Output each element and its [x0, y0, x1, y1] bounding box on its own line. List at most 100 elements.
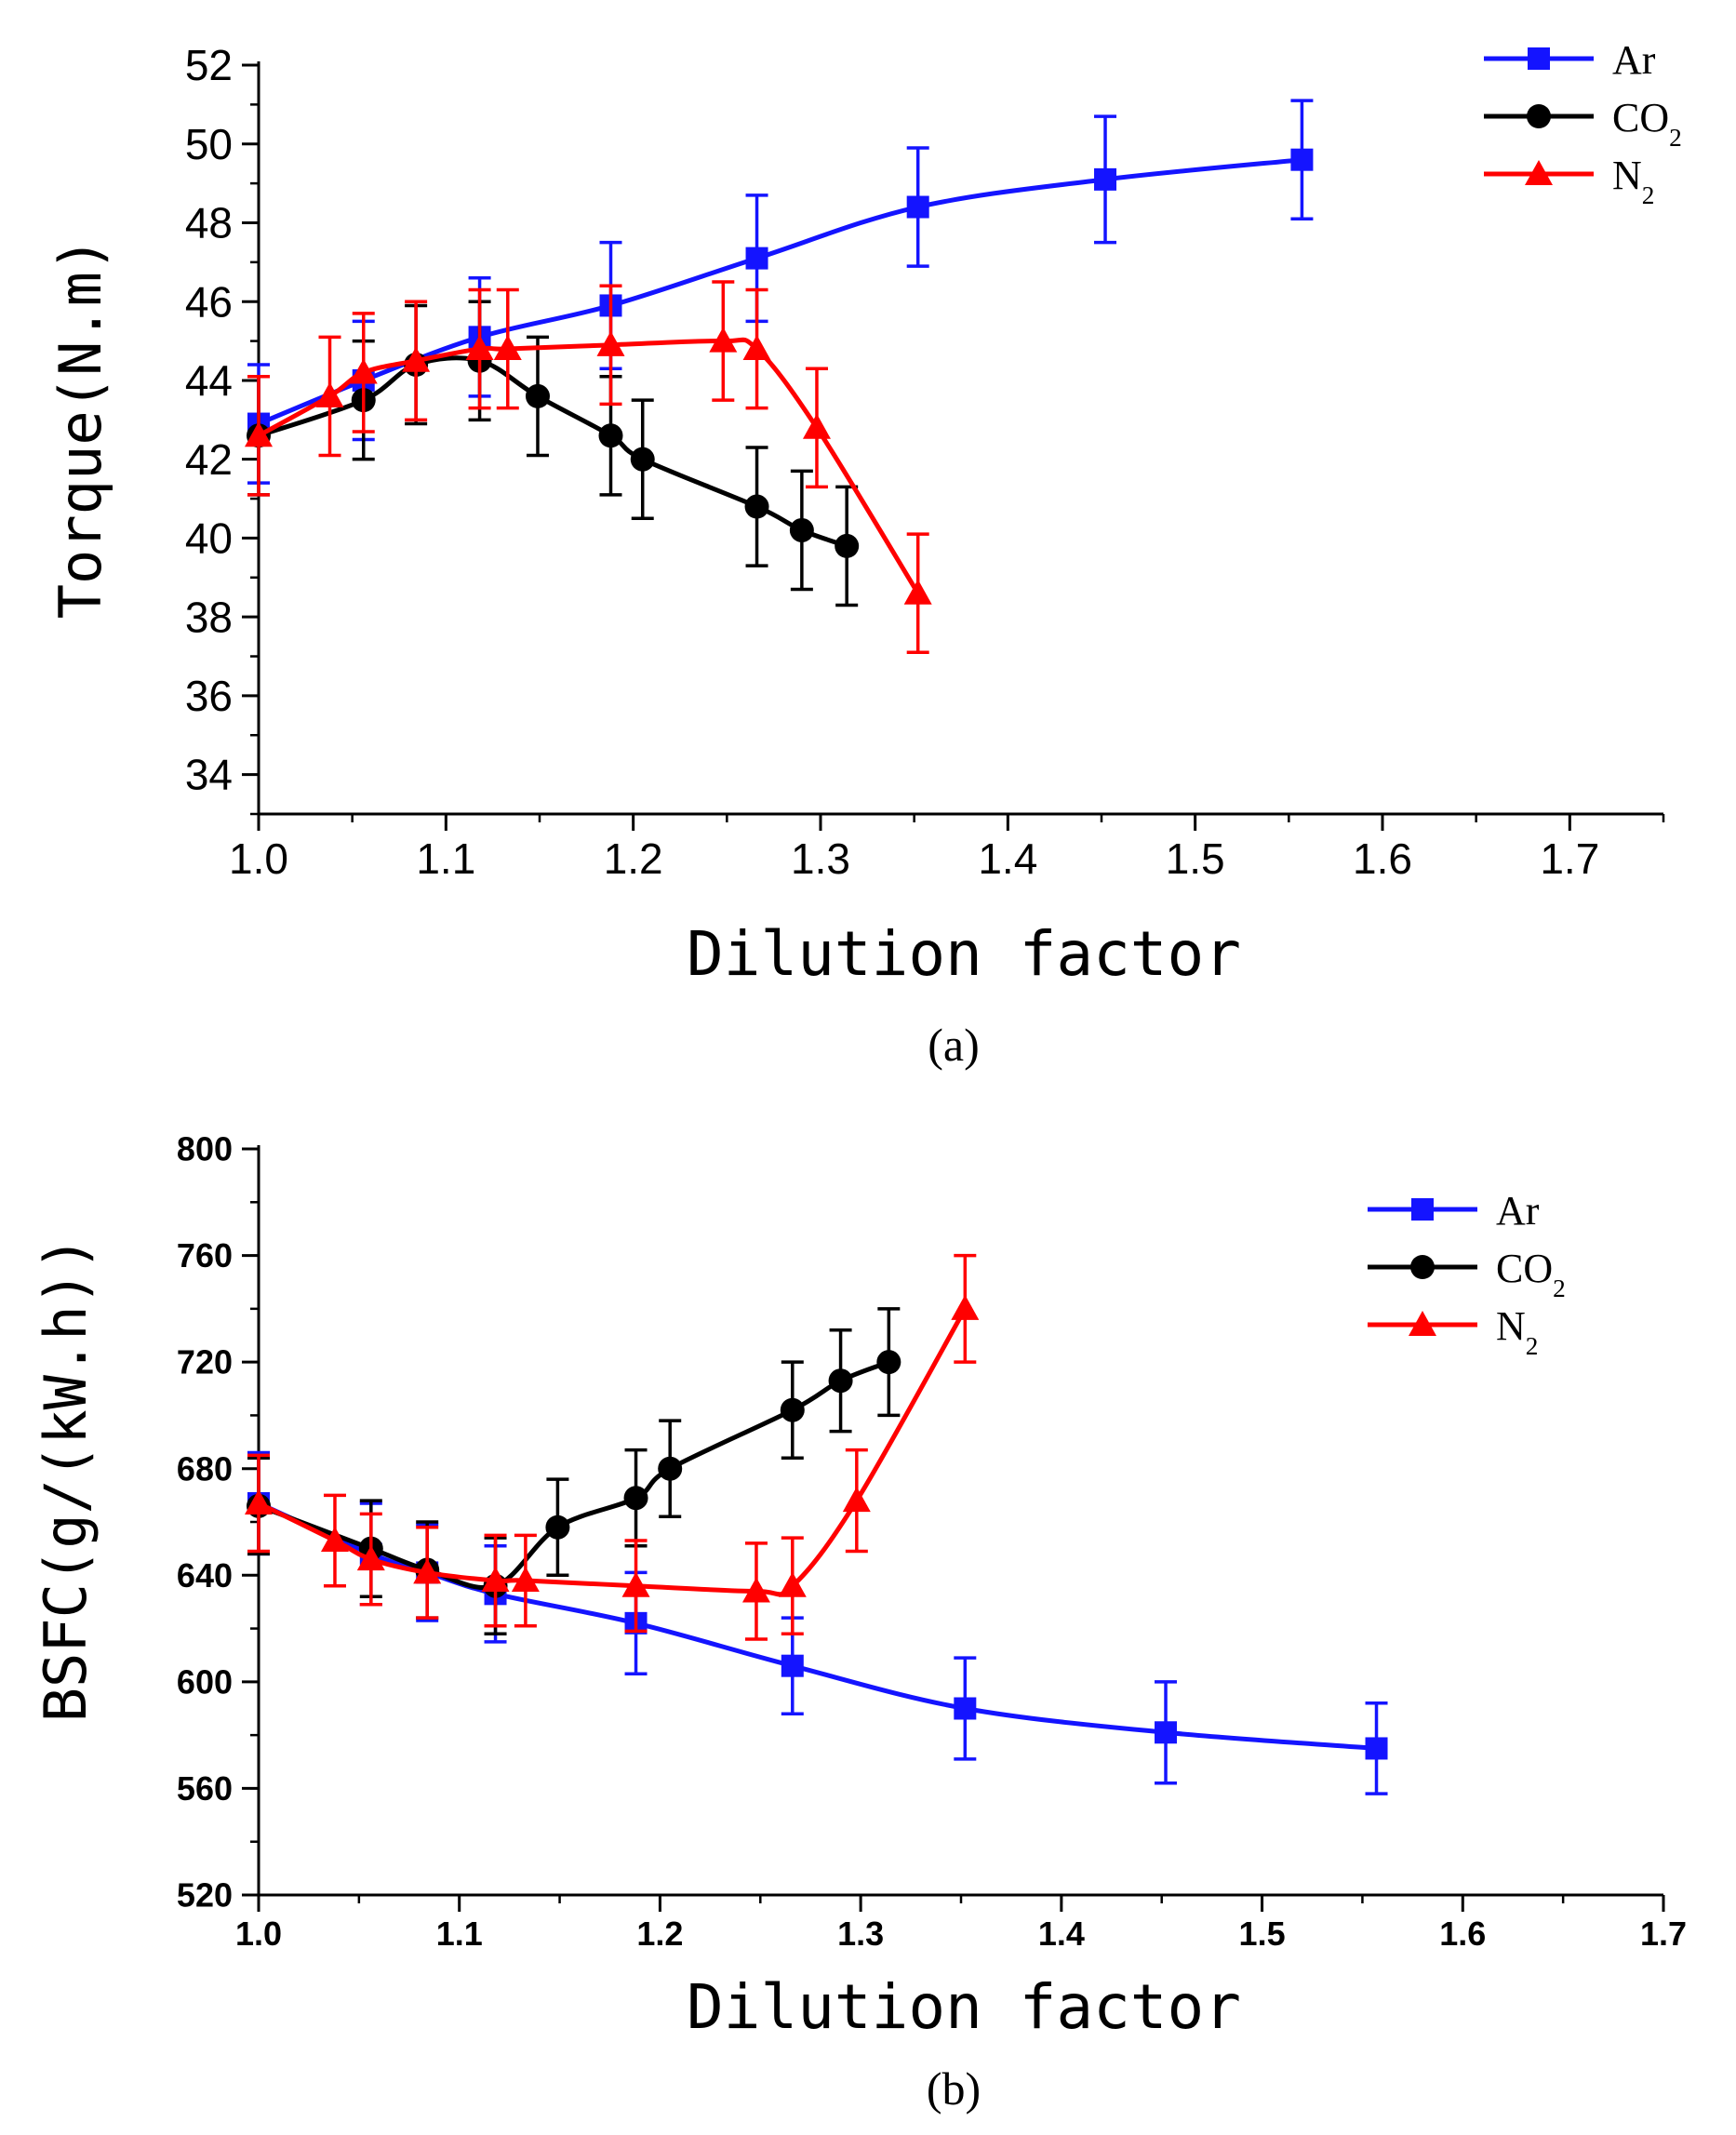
data-point-n2 [903, 579, 932, 605]
x-tick-label: 1.6 [1353, 834, 1412, 883]
legend-item-n2: N2 [1484, 153, 1654, 209]
data-point-co2 [545, 1515, 570, 1540]
data-point-n2 [951, 1294, 980, 1320]
x-tick-label: 1.2 [604, 834, 663, 883]
y-tick-label: 44 [185, 356, 233, 405]
chart-panel-b: 1.0 1.1 1.2 1.3 1.4 1.5 1.6 1.7 520 560 600 640 680 7… [32, 1130, 1687, 2115]
x-tick-label: 1.5 [1166, 834, 1225, 883]
data-point-n2 [315, 381, 344, 407]
data-point-co2 [658, 1456, 683, 1481]
data-point-ar [954, 1697, 977, 1720]
y-tick-label: 38 [185, 593, 233, 641]
panel-label-a: (a) [928, 1019, 980, 1071]
y-tick-label: 720 [177, 1343, 233, 1381]
legend-item-co2: CO2 [1484, 95, 1682, 152]
legend-item-ar: Ar [1484, 37, 1656, 83]
data-point-co2 [780, 1397, 805, 1422]
data-point-n2 [596, 330, 625, 356]
data-point-n2 [842, 1487, 871, 1513]
y-tick-label: 680 [177, 1449, 233, 1488]
y-tick-label: 600 [177, 1662, 233, 1701]
legend-marker-n2 [1525, 160, 1553, 185]
axes-a: 1.0 1.1 1.2 1.3 1.4 1.5 1.6 1.7 34 36 38 40 42 44 46 48… [185, 41, 1665, 883]
data-point-co2 [525, 383, 550, 408]
y-tick-label: 48 [185, 199, 233, 247]
x-tick-label: 1.0 [235, 1915, 282, 1953]
y-tick-label: 34 [185, 751, 233, 799]
data-point-co2 [835, 533, 860, 558]
x-tick-label: 1.7 [1640, 1915, 1687, 1953]
x-tick-label: 1.3 [791, 834, 850, 883]
series-n2-a [245, 280, 932, 655]
y-tick-label: 50 [185, 120, 233, 168]
legend-label: N2 [1612, 153, 1654, 209]
data-point-n2 [742, 335, 771, 361]
data-point-n2 [493, 335, 522, 361]
y-tick-label: 40 [185, 514, 233, 563]
data-point-n2 [402, 346, 431, 372]
data-point-n2 [511, 1567, 540, 1593]
data-point-n2 [481, 1567, 510, 1593]
legend-item-co2: CO2 [1368, 1246, 1566, 1302]
data-point-n2 [709, 327, 738, 353]
data-point-co2 [789, 517, 814, 542]
x-tick-label: 1.6 [1439, 1915, 1486, 1953]
data-point-ar [1365, 1737, 1388, 1760]
x-tick-label: 1.1 [436, 1915, 483, 1953]
y-axis-title-a: Torque(N.m) [47, 237, 114, 620]
data-point-n2 [349, 358, 378, 384]
y-tick-label: 46 [185, 277, 233, 326]
x-tick-label: 1.4 [1038, 1915, 1085, 1953]
data-point-co2 [630, 447, 655, 472]
data-point-n2 [741, 1577, 770, 1603]
axes-b: 1.0 1.1 1.2 1.3 1.4 1.5 1.6 1.7 520 560 600 640 680 7… [177, 1130, 1687, 1953]
y-tick-label: 760 [177, 1236, 233, 1274]
legend-marker-co2 [1527, 104, 1551, 128]
data-point-n2 [356, 1545, 385, 1571]
y-tick-label: 42 [185, 435, 233, 484]
x-tick-label: 1.2 [636, 1915, 683, 1953]
panel-label-b: (b) [927, 2062, 981, 2115]
legend-marker-ar [1411, 1198, 1434, 1221]
series-layer-a [245, 99, 1314, 655]
legend-item-ar: Ar [1368, 1188, 1540, 1234]
y-tick-label: 800 [177, 1130, 233, 1168]
x-tick-label: 1.7 [1540, 834, 1599, 883]
data-point-n2 [413, 1558, 442, 1584]
legend-label: CO2 [1496, 1246, 1566, 1302]
y-axis-title-b: BSFC(g/(kW.h)) [32, 1236, 100, 1723]
legend-marker-n2 [1409, 1311, 1436, 1336]
series-n2-b [245, 1253, 980, 1641]
data-point-co2 [744, 494, 769, 519]
data-point-ar [1290, 148, 1314, 171]
data-point-co2 [623, 1486, 648, 1511]
legend-label: Ar [1496, 1188, 1540, 1234]
data-point-ar [906, 195, 929, 219]
data-point-co2 [876, 1350, 901, 1375]
series-line-co2 [258, 1359, 890, 1590]
x-tick-label: 1.5 [1239, 1915, 1286, 1953]
data-point-co2 [598, 423, 623, 448]
legend-item-n2: N2 [1368, 1303, 1538, 1360]
data-point-ar [1094, 167, 1117, 191]
data-point-n2 [245, 1488, 273, 1515]
data-point-n2 [802, 413, 831, 439]
data-point-ar [781, 1654, 804, 1677]
legend-marker-co2 [1410, 1255, 1435, 1279]
data-point-ar [1155, 1721, 1178, 1744]
legend-label: Ar [1612, 37, 1656, 83]
data-point-ar [745, 247, 768, 270]
x-tick-label: 1.3 [837, 1915, 884, 1953]
y-tick-label: 36 [185, 672, 233, 720]
legend-label: N2 [1496, 1303, 1538, 1360]
series-layer-b [245, 1253, 1388, 1795]
data-point-n2 [778, 1571, 807, 1597]
legend-label: CO2 [1612, 95, 1682, 152]
series-line-co2 [258, 355, 848, 549]
data-point-co2 [828, 1368, 853, 1394]
x-axis-title-b: Dilution factor [687, 1971, 1241, 2043]
y-tick-label: 520 [177, 1876, 233, 1915]
data-point-n2 [320, 1527, 349, 1553]
